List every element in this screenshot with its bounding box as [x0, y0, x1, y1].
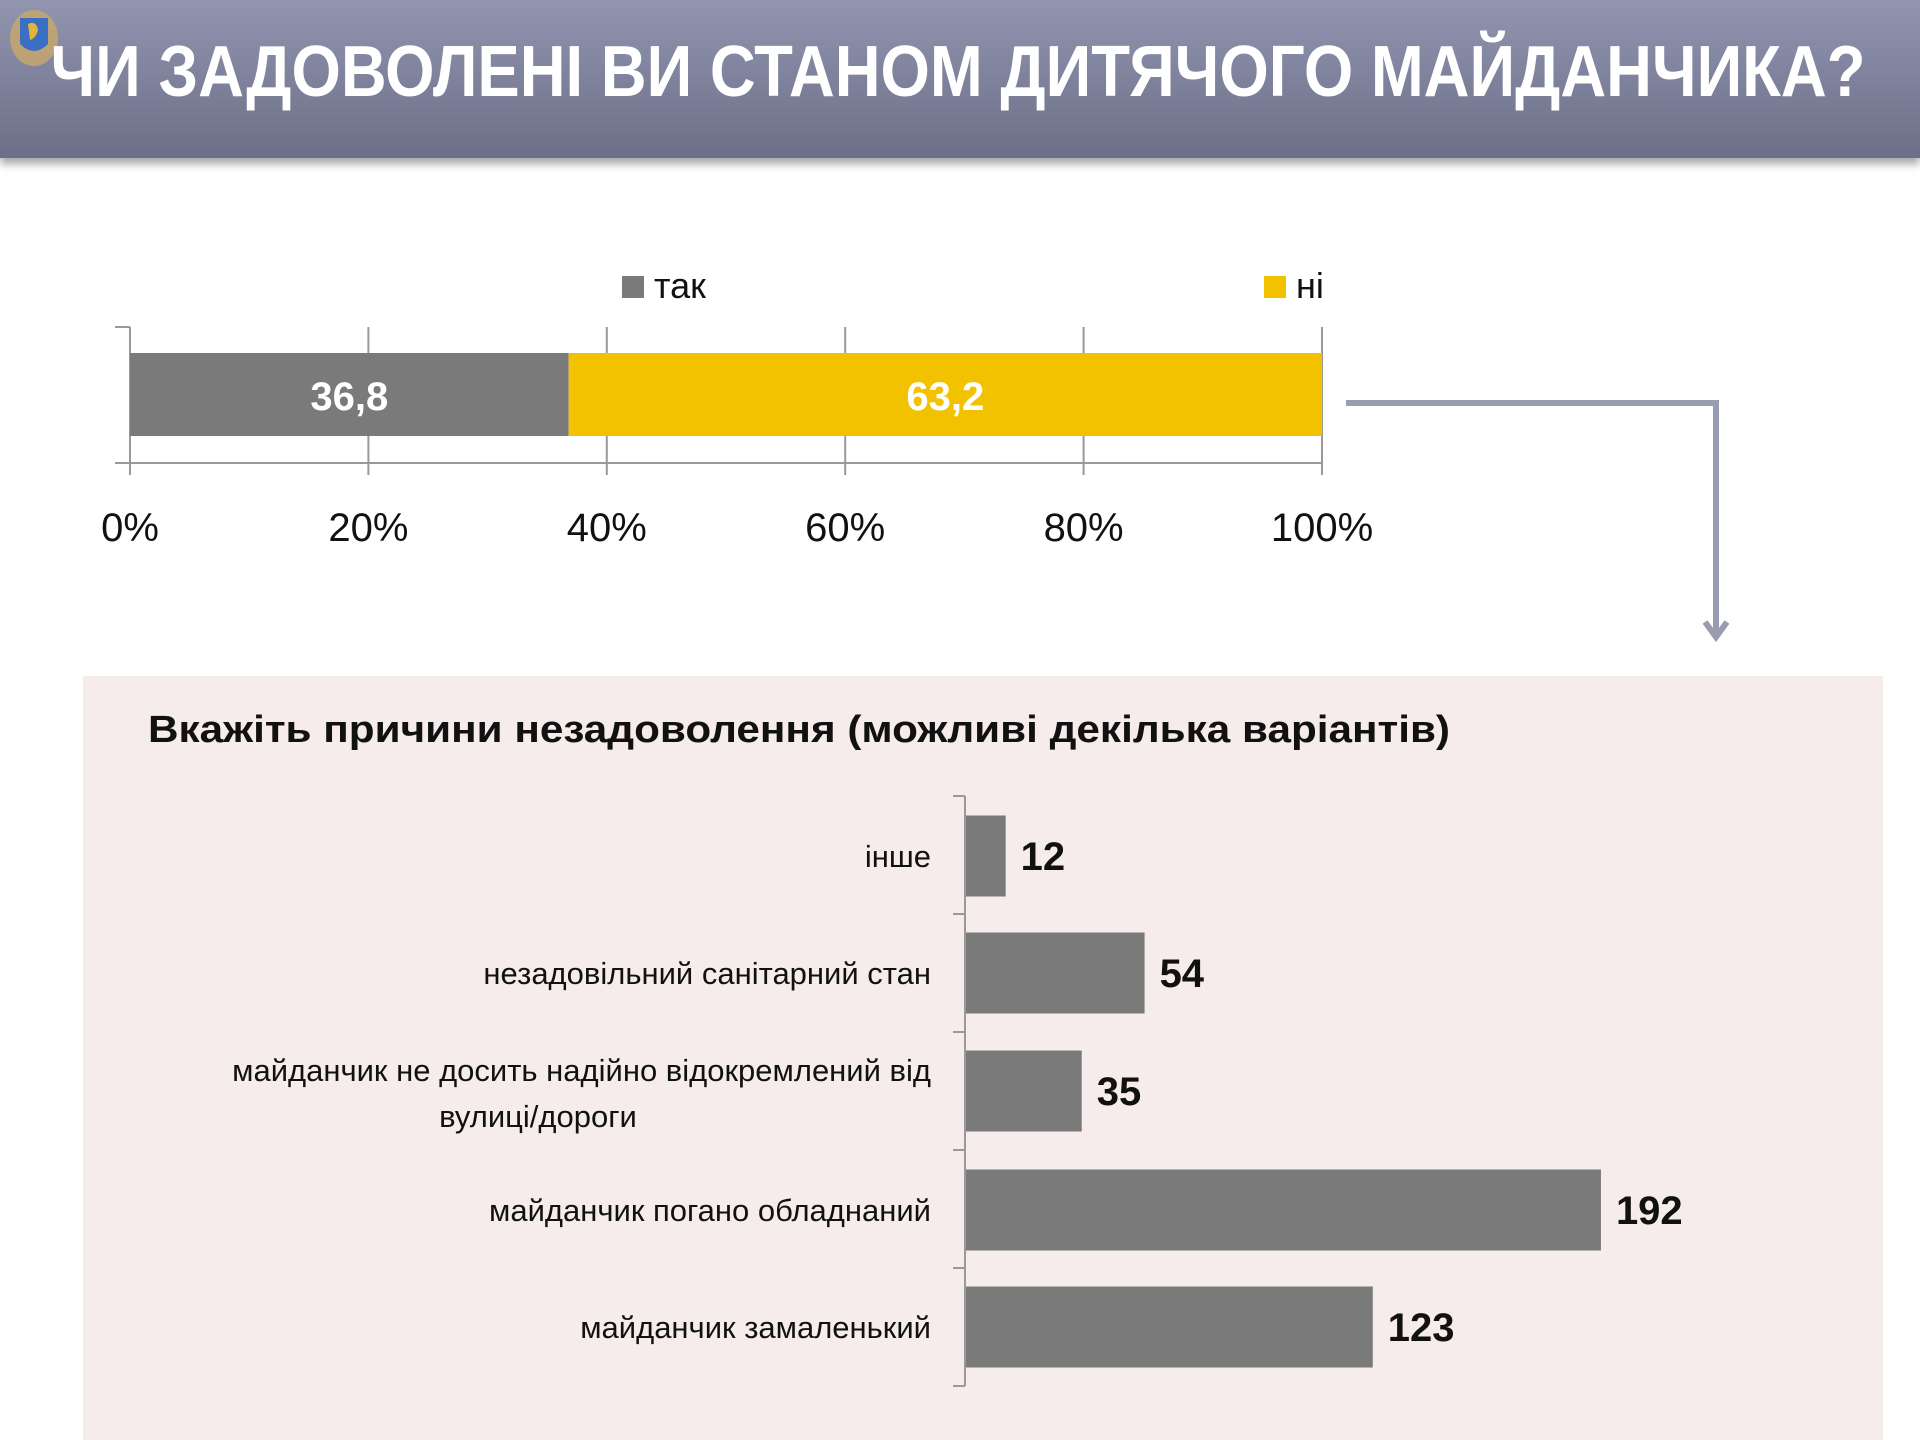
category-label: інше — [865, 839, 931, 874]
header-banner — [0, 0, 1920, 158]
arrow-down-icon — [1346, 400, 1730, 643]
reasons-bar-chart: 12 інше 54 незадовільний санітарний стан 35 м… — [232, 795, 1683, 1387]
category-label: майданчик погано обладнаний — [489, 1193, 931, 1228]
bar-segment-ni — [568, 353, 1322, 436]
bar — [966, 1286, 1373, 1368]
value-label: 12 — [1021, 835, 1066, 879]
value-label: 123 — [1388, 1306, 1455, 1350]
category-label: вулиці/дороги — [439, 1099, 637, 1134]
bar — [966, 815, 1006, 897]
category-label: майданчик замаленький — [580, 1310, 931, 1345]
coat-of-arms-logo — [10, 10, 58, 66]
satisfaction-stacked-bar-chart: 0% 20% 40% 60% 80% 100% 36,8 63,2 так ні — [101, 265, 1373, 550]
category-label: незадовільний санітарний стан — [483, 956, 931, 991]
x-tick-label: 40% — [567, 506, 647, 550]
data-label: 36,8 — [310, 375, 388, 419]
x-tick-label: 80% — [1044, 506, 1124, 550]
category-label: майданчик не досить надійно відокремлени… — [232, 1053, 931, 1088]
value-label: 54 — [1160, 952, 1205, 996]
bar — [966, 932, 1145, 1014]
bar — [966, 1050, 1082, 1132]
x-tick-label: 20% — [328, 506, 408, 550]
legend-swatch — [1264, 276, 1286, 298]
bar — [966, 1169, 1601, 1251]
x-tick-label: 100% — [1271, 506, 1373, 550]
page-title: ЧИ ЗАДОВОЛЕНІ ВИ СТАНОМ ДИТЯЧОГО МАЙДАНЧ… — [51, 30, 1866, 112]
data-label: 63,2 — [906, 375, 984, 419]
value-label: 192 — [1616, 1189, 1683, 1233]
value-label: 35 — [1097, 1070, 1142, 1114]
x-tick-label: 0% — [101, 506, 159, 550]
x-tick-label: 60% — [805, 506, 885, 550]
legend-swatch — [622, 276, 644, 298]
legend-label: так — [654, 265, 706, 306]
bar-segment-tak — [130, 353, 569, 436]
legend-label: ні — [1296, 265, 1324, 306]
reasons-chart-title: Вкажіть причини незадоволення (можливі д… — [148, 709, 1450, 751]
